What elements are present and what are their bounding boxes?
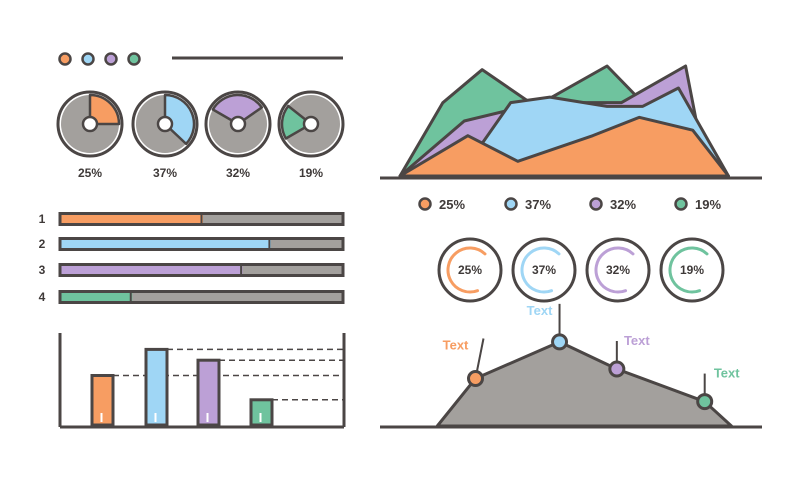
pie-label: 25% xyxy=(78,166,102,180)
pie-chart-row: 25% 37% 32% 19% xyxy=(56,90,345,180)
pie-slice-green xyxy=(280,104,313,140)
area-chart-top xyxy=(398,64,730,178)
pie-center xyxy=(302,115,320,133)
progress-ring-row: 25% 37% 32% 19% xyxy=(437,237,725,303)
legend-dot-purple xyxy=(589,197,603,211)
area-chart-legend: 25% 37% 32% 19% xyxy=(418,197,721,212)
bar-row-number: 2 xyxy=(39,237,46,251)
pie-label: 19% xyxy=(299,166,323,180)
ring-label: 32% xyxy=(606,263,630,277)
header-dot-purple xyxy=(104,52,118,66)
header-dot-green xyxy=(127,52,141,66)
annotation-label: Text xyxy=(624,333,650,348)
annotation-label: Text xyxy=(443,338,469,353)
pie-label: 37% xyxy=(153,166,177,180)
hbar-track xyxy=(58,290,345,304)
header-dot-blue xyxy=(81,52,95,66)
vertical-bar-chart xyxy=(58,333,346,429)
header-dots xyxy=(58,52,141,66)
ring-arc-orange xyxy=(446,246,487,294)
area-series-orange xyxy=(398,115,730,178)
legend-dot-orange xyxy=(418,197,432,211)
ring-arc-green xyxy=(668,246,709,294)
annotation-point-purple xyxy=(608,360,626,378)
legend-label: 19% xyxy=(695,197,721,212)
annotation-point-orange xyxy=(467,370,484,387)
vbar-blue xyxy=(144,347,169,427)
header-dot-orange xyxy=(58,52,72,66)
hbar-fill-blue xyxy=(61,240,271,248)
ring-label: 19% xyxy=(680,263,704,277)
annotation-label: Text xyxy=(714,366,740,381)
legend-dot-green xyxy=(674,197,688,211)
ring-arc-blue xyxy=(520,246,561,294)
pie-slice-blue xyxy=(163,93,196,146)
annotation-point-blue xyxy=(551,333,569,351)
pie-label: 32% xyxy=(226,166,250,180)
bar-row-number: 1 xyxy=(39,212,46,226)
legend-dot-blue xyxy=(504,197,518,211)
vbar-purple xyxy=(196,358,221,427)
hbar-fill-purple xyxy=(61,266,243,274)
ring-label: 37% xyxy=(532,263,556,277)
pie-center xyxy=(229,115,247,133)
pie-center xyxy=(81,115,99,133)
ring-arc-purple xyxy=(594,246,635,294)
hbar-fill-green xyxy=(61,293,133,301)
bar-row-number: 4 xyxy=(39,290,46,304)
legend-label: 32% xyxy=(610,197,636,212)
horizontal-bar-chart: 1 2 3 4 xyxy=(39,212,345,304)
bar-row-number: 3 xyxy=(39,263,46,277)
annotation-point-green xyxy=(696,393,714,411)
legend-label: 25% xyxy=(439,197,465,212)
legend-label: 37% xyxy=(525,197,551,212)
annotated-area-chart: Text Text Text Text xyxy=(435,303,740,428)
hbar-fill-orange xyxy=(61,215,203,223)
pie-slice-orange xyxy=(88,93,121,126)
pie-center xyxy=(156,115,174,133)
ring-label: 25% xyxy=(458,263,482,277)
vbar-orange xyxy=(90,374,115,427)
vbar-green xyxy=(249,398,274,427)
annotation-label: Text xyxy=(527,303,553,318)
pie-slice-purple xyxy=(211,93,264,126)
